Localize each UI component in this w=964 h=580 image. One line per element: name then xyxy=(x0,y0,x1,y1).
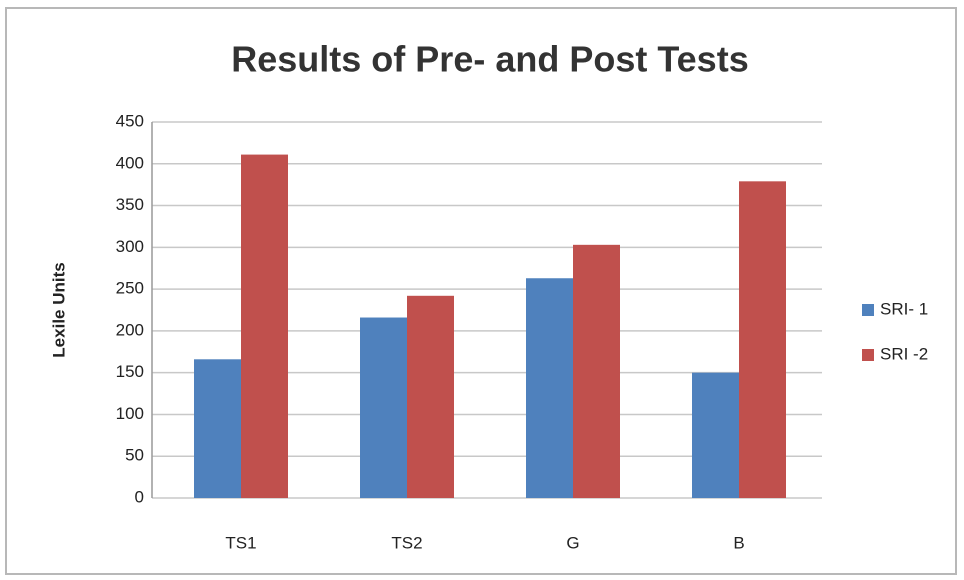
bar xyxy=(573,244,620,498)
chart-frame xyxy=(5,7,957,575)
x-tick-label: G xyxy=(566,533,579,552)
x-tick-label: TS2 xyxy=(391,533,422,552)
bar xyxy=(692,372,739,498)
y-tick-label: 200 xyxy=(116,320,144,339)
bar xyxy=(407,295,454,498)
y-tick-label: 350 xyxy=(116,195,144,214)
bar xyxy=(194,359,241,498)
x-tick-label: TS1 xyxy=(225,533,256,552)
y-tick-label: 250 xyxy=(116,279,144,298)
legend-label: SRI -2 xyxy=(880,344,928,363)
y-tick-label: 450 xyxy=(116,111,144,130)
y-tick-label: 0 xyxy=(135,487,144,506)
y-axis-label: Lexile Units xyxy=(49,262,68,357)
y-tick-label: 100 xyxy=(116,404,144,423)
y-tick-label: 400 xyxy=(116,153,144,172)
x-tick-label: B xyxy=(733,533,744,552)
legend-swatch xyxy=(862,349,874,361)
y-tick-label: 50 xyxy=(125,446,144,465)
bar xyxy=(241,154,288,498)
bar xyxy=(739,181,786,498)
y-tick-label: 150 xyxy=(116,362,144,381)
bar xyxy=(526,278,573,498)
legend-label: SRI- 1 xyxy=(880,299,928,318)
y-tick-label: 300 xyxy=(116,237,144,256)
legend-swatch xyxy=(862,304,874,316)
bar xyxy=(360,317,407,498)
chart-title: Results of Pre- and Post Tests xyxy=(231,39,748,80)
